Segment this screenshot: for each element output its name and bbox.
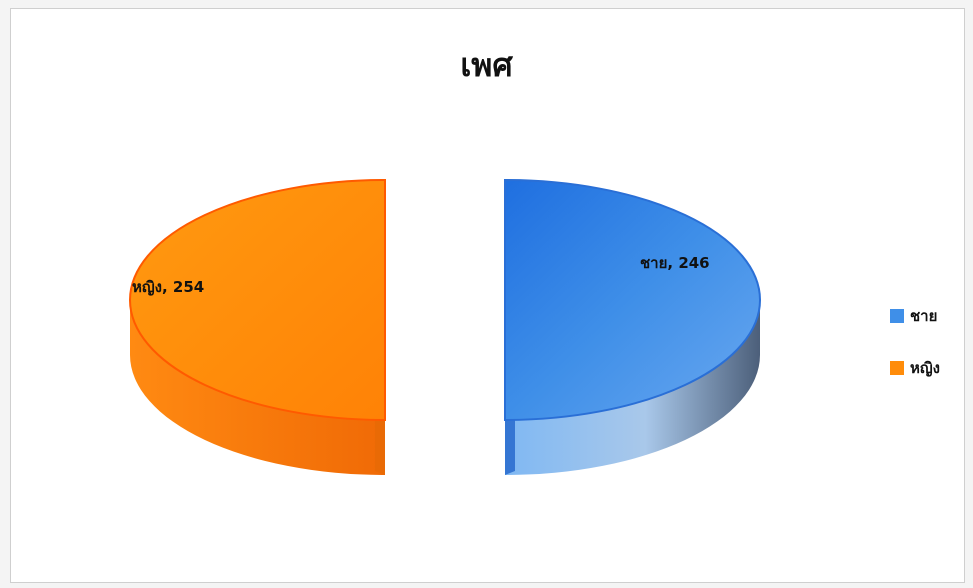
data-label-female: หญิง, 254 — [132, 278, 204, 296]
pie-slice-wall-male — [505, 300, 760, 475]
chart-title: เพศ — [460, 46, 513, 84]
legend-swatch-male — [890, 309, 904, 323]
data-label-male: ชาย, 246 — [640, 254, 710, 272]
legend-label-female: หญิง — [910, 359, 940, 377]
chart-legend: ชาย หญิง — [890, 305, 940, 409]
pie-slice-top-female — [129, 178, 386, 422]
legend-item-male: ชาย — [890, 305, 940, 327]
pie-slice-male: ชาย, 246 — [504, 178, 761, 475]
pie-slice-top-male — [504, 178, 761, 422]
pie-slice-female: หญิง, 254 — [129, 178, 386, 475]
pie-slice-wall-female — [130, 300, 385, 475]
legend-swatch-female — [890, 361, 904, 375]
legend-item-female: หญิง — [890, 357, 940, 379]
legend-label-male: ชาย — [910, 307, 938, 325]
